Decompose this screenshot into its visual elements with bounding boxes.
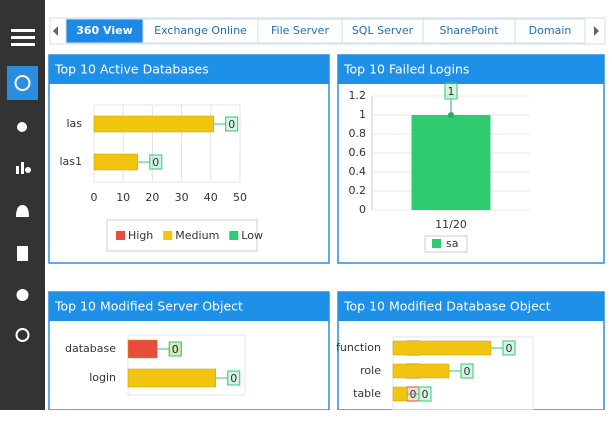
bar-segment bbox=[392, 340, 492, 356]
category-label: las1 bbox=[59, 155, 82, 168]
panel-title: Top 10 Failed Logins bbox=[343, 62, 469, 77]
data-label: 0 bbox=[172, 343, 179, 356]
tab-label[interactable]: File Server bbox=[271, 24, 329, 37]
category-label: las bbox=[66, 117, 82, 130]
data-label-box bbox=[502, 340, 516, 356]
bar-segment bbox=[392, 363, 450, 379]
data-label: 0 bbox=[464, 365, 471, 378]
tab-scroll-left[interactable] bbox=[53, 26, 58, 36]
bar-segment bbox=[127, 368, 216, 388]
x-tick-label: 0 bbox=[91, 191, 98, 204]
panel-header bbox=[49, 292, 329, 321]
x-tick-label: 40 bbox=[204, 191, 218, 204]
data-label: 0 bbox=[230, 372, 237, 385]
legend-label: Medium bbox=[175, 229, 219, 242]
data-label-box bbox=[149, 154, 163, 170]
y-tick-label: 1 bbox=[359, 108, 366, 121]
data-label: 0 bbox=[152, 156, 159, 169]
tab-scroll-right[interactable] bbox=[594, 26, 599, 36]
panel-header bbox=[338, 292, 604, 321]
nav-icon[interactable] bbox=[16, 205, 29, 217]
data-label: 1 bbox=[448, 85, 455, 98]
bar bbox=[411, 115, 491, 210]
bar-segment bbox=[93, 153, 139, 171]
data-label: 0 bbox=[506, 342, 513, 355]
y-tick-label: 0.6 bbox=[349, 146, 367, 159]
point-marker bbox=[448, 112, 454, 118]
y-tick-label: 0 bbox=[359, 203, 366, 216]
category-label: database bbox=[65, 342, 116, 355]
panel-header bbox=[49, 55, 329, 84]
tab-label[interactable]: SharePoint bbox=[439, 24, 499, 37]
data-label-box bbox=[227, 370, 241, 386]
tab-label[interactable]: Domain bbox=[529, 24, 572, 37]
data-label: 0 bbox=[228, 118, 235, 131]
y-tick-label: 0.2 bbox=[349, 184, 367, 197]
data-label-box bbox=[460, 363, 474, 379]
nav-icon[interactable] bbox=[17, 246, 28, 261]
category-label: table bbox=[353, 387, 381, 400]
x-tick-label: 20 bbox=[145, 191, 159, 204]
x-tick-label: 50 bbox=[233, 191, 247, 204]
tab[interactable] bbox=[257, 18, 343, 44]
legend-label: Low bbox=[241, 229, 263, 242]
legend-swatch bbox=[116, 231, 125, 240]
bar-segment bbox=[392, 386, 408, 402]
legend-label: sa bbox=[446, 237, 458, 250]
legend-swatch bbox=[163, 231, 173, 240]
legend-swatch bbox=[229, 231, 239, 240]
tab[interactable] bbox=[65, 18, 144, 44]
x-tick-label: 10 bbox=[116, 191, 130, 204]
panel-header bbox=[338, 55, 604, 84]
legend-swatch bbox=[432, 239, 441, 248]
tab[interactable] bbox=[514, 18, 586, 44]
x-tick-label: 11/20 bbox=[435, 218, 467, 231]
data-label-box bbox=[444, 82, 458, 100]
category-label: role bbox=[360, 364, 381, 377]
active-nav-icon[interactable] bbox=[7, 66, 38, 100]
data-label: 0 bbox=[172, 343, 179, 356]
nav-icon[interactable] bbox=[16, 289, 29, 301]
category-label: login bbox=[89, 371, 116, 384]
data-label-box bbox=[168, 341, 182, 357]
panel-title: Top 10 Modified Server Object bbox=[54, 299, 243, 314]
tab-label[interactable]: Exchange Online bbox=[154, 24, 247, 37]
page-bottom bbox=[0, 410, 612, 430]
data-label: 0 bbox=[422, 388, 429, 401]
tab-label[interactable]: 360 View bbox=[76, 24, 133, 37]
nav-icon[interactable] bbox=[17, 122, 27, 132]
y-tick-label: 0.8 bbox=[349, 127, 367, 140]
bar-segment bbox=[93, 115, 214, 133]
menu-icon[interactable] bbox=[11, 29, 35, 46]
legend-label: High bbox=[128, 229, 153, 242]
nav-icon[interactable] bbox=[15, 328, 30, 342]
x-tick-label: 30 bbox=[175, 191, 189, 204]
panel-title: Top 10 Active Databases bbox=[54, 62, 209, 77]
nav-icon[interactable] bbox=[16, 162, 31, 174]
category-label: function bbox=[336, 341, 381, 354]
data-label-box bbox=[225, 116, 239, 132]
tab[interactable] bbox=[142, 18, 259, 44]
panel-title: Top 10 Modified Database Object bbox=[343, 299, 551, 314]
tab[interactable] bbox=[422, 18, 516, 44]
plot-area bbox=[127, 334, 246, 396]
y-tick-label: 0.4 bbox=[349, 165, 367, 178]
y-tick-label: 1.2 bbox=[349, 89, 367, 102]
dashboard-icon bbox=[14, 75, 31, 91]
data-label-box bbox=[418, 386, 432, 402]
tab-label[interactable]: SQL Server bbox=[352, 24, 414, 37]
bar-segment bbox=[127, 339, 158, 359]
